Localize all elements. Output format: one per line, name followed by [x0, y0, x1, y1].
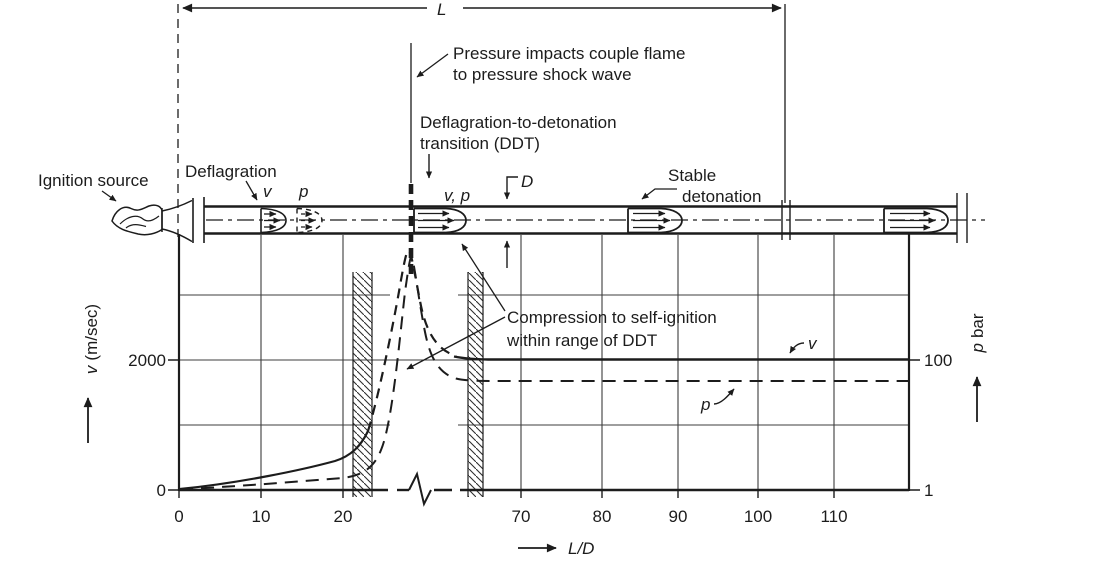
diameter-dimension: D	[503, 172, 533, 268]
compression-leader-to-tube	[461, 243, 506, 312]
ddt-line2: transition (DDT)	[420, 134, 540, 153]
v-curve	[179, 249, 909, 491]
v-profile-label: v	[263, 182, 273, 201]
stable-detonation-annotation: Stable detonation	[641, 166, 761, 206]
tube-section-break	[781, 200, 791, 240]
ignition-source-label: Ignition source	[38, 171, 149, 190]
x-tick-110: 110	[820, 507, 847, 526]
v-curve-label-text: v	[808, 334, 818, 353]
ddt-range-hatch-band-left	[352, 272, 373, 497]
y-left-tick-labels: 2000 0	[128, 351, 166, 500]
x-axis-title: L/D	[518, 539, 594, 558]
ddt-line1: Deflagration-to-detonation	[420, 113, 617, 132]
graph-vertical-gridlines	[260, 235, 835, 490]
length-label: L	[437, 0, 446, 19]
axis-break-zigzag	[408, 471, 432, 507]
diameter-label: D	[521, 172, 533, 191]
bell-mouth-top	[161, 199, 193, 212]
stable-detonation-line2: detonation	[682, 187, 761, 206]
x-tick-marks	[178, 490, 835, 498]
tube-end-flange	[956, 193, 968, 243]
pressure-coupling-annotation: Pressure impacts couple flame to pressur…	[416, 44, 685, 84]
y-right-1: 1	[924, 481, 933, 500]
svg-text:pbar: p bar	[968, 313, 987, 353]
ddt-shock-profile	[413, 207, 467, 234]
x-tick-90: 90	[669, 507, 688, 526]
y-left-axis-title: v (m/sec)	[82, 304, 101, 443]
x-axis-with-break	[179, 471, 909, 507]
x-tick-labels: 0 10 20 70 80 90 100 110	[174, 507, 847, 526]
compression-annotation-line1: Compression to self-ignition	[507, 308, 717, 327]
deflagration-pressure-profile	[296, 207, 323, 234]
deflagration-velocity-profile	[260, 207, 287, 234]
ddt-annotation: Deflagration-to-detonation transition (D…	[420, 113, 617, 205]
bell-mouth-bottom	[161, 228, 193, 243]
x-tick-0: 0	[174, 507, 183, 526]
tube-start-flange	[192, 197, 205, 243]
annotations: Ignition source Deflagration v p Pressur…	[38, 44, 761, 206]
y-right-tick-labels: 100 1	[924, 351, 952, 500]
p-profile-label: p	[298, 182, 308, 201]
y-tick-marks	[168, 359, 920, 491]
v-curve-label: v	[789, 334, 818, 354]
x-tick-80: 80	[593, 507, 612, 526]
x-tick-10: 10	[252, 507, 271, 526]
length-dimension: L	[177, 0, 786, 237]
p-curve-label-text: p	[700, 395, 710, 414]
compression-leader-to-curve	[406, 316, 506, 370]
vp-profile-label: v, p	[444, 186, 470, 205]
y-left-axis-units: (m/sec)	[82, 304, 101, 361]
stable-detonation-profile	[627, 207, 683, 234]
y-left-0: 0	[157, 481, 166, 500]
x-tick-100: 100	[744, 507, 772, 526]
compression-annotation: Compression to self-ignition within rang…	[406, 243, 717, 370]
x-axis-label: L/D	[568, 539, 594, 558]
p-curve-dashed	[179, 255, 909, 491]
stable-detonation-line1: Stable	[668, 166, 716, 185]
pressure-coupling-line1: Pressure impacts couple flame	[453, 44, 685, 63]
y-left-2000: 2000	[128, 351, 166, 370]
pressure-coupling-line2: to pressure shock wave	[453, 65, 632, 84]
p-curve-label: p	[700, 388, 735, 414]
y-right-axis-symbol: p	[968, 343, 987, 353]
y-right-axis-title: p bar	[968, 313, 987, 422]
y-left-axis-symbol: v	[82, 364, 101, 374]
x-tick-20: 20	[334, 507, 353, 526]
ignition-source-annotation: Ignition source	[38, 171, 149, 202]
deflagration-annotation: Deflagration v p	[185, 162, 308, 201]
flame-icon	[111, 199, 193, 243]
deflagration-label: Deflagration	[185, 162, 277, 181]
graph: 0 10 20 70 80 90 100 110 2000 0 100 1 v(…	[82, 184, 987, 558]
x-tick-70: 70	[512, 507, 531, 526]
end-detonation-profile	[883, 207, 949, 234]
y-right-100: 100	[924, 351, 952, 370]
compression-annotation-line2: within range of DDT	[506, 331, 657, 350]
tube-schematic: D	[111, 43, 985, 268]
y-right-axis-units: bar	[968, 313, 987, 338]
ddt-range-hatch-band-right	[467, 272, 484, 497]
svg-text:v(m/sec): v (m/sec)	[82, 304, 101, 374]
